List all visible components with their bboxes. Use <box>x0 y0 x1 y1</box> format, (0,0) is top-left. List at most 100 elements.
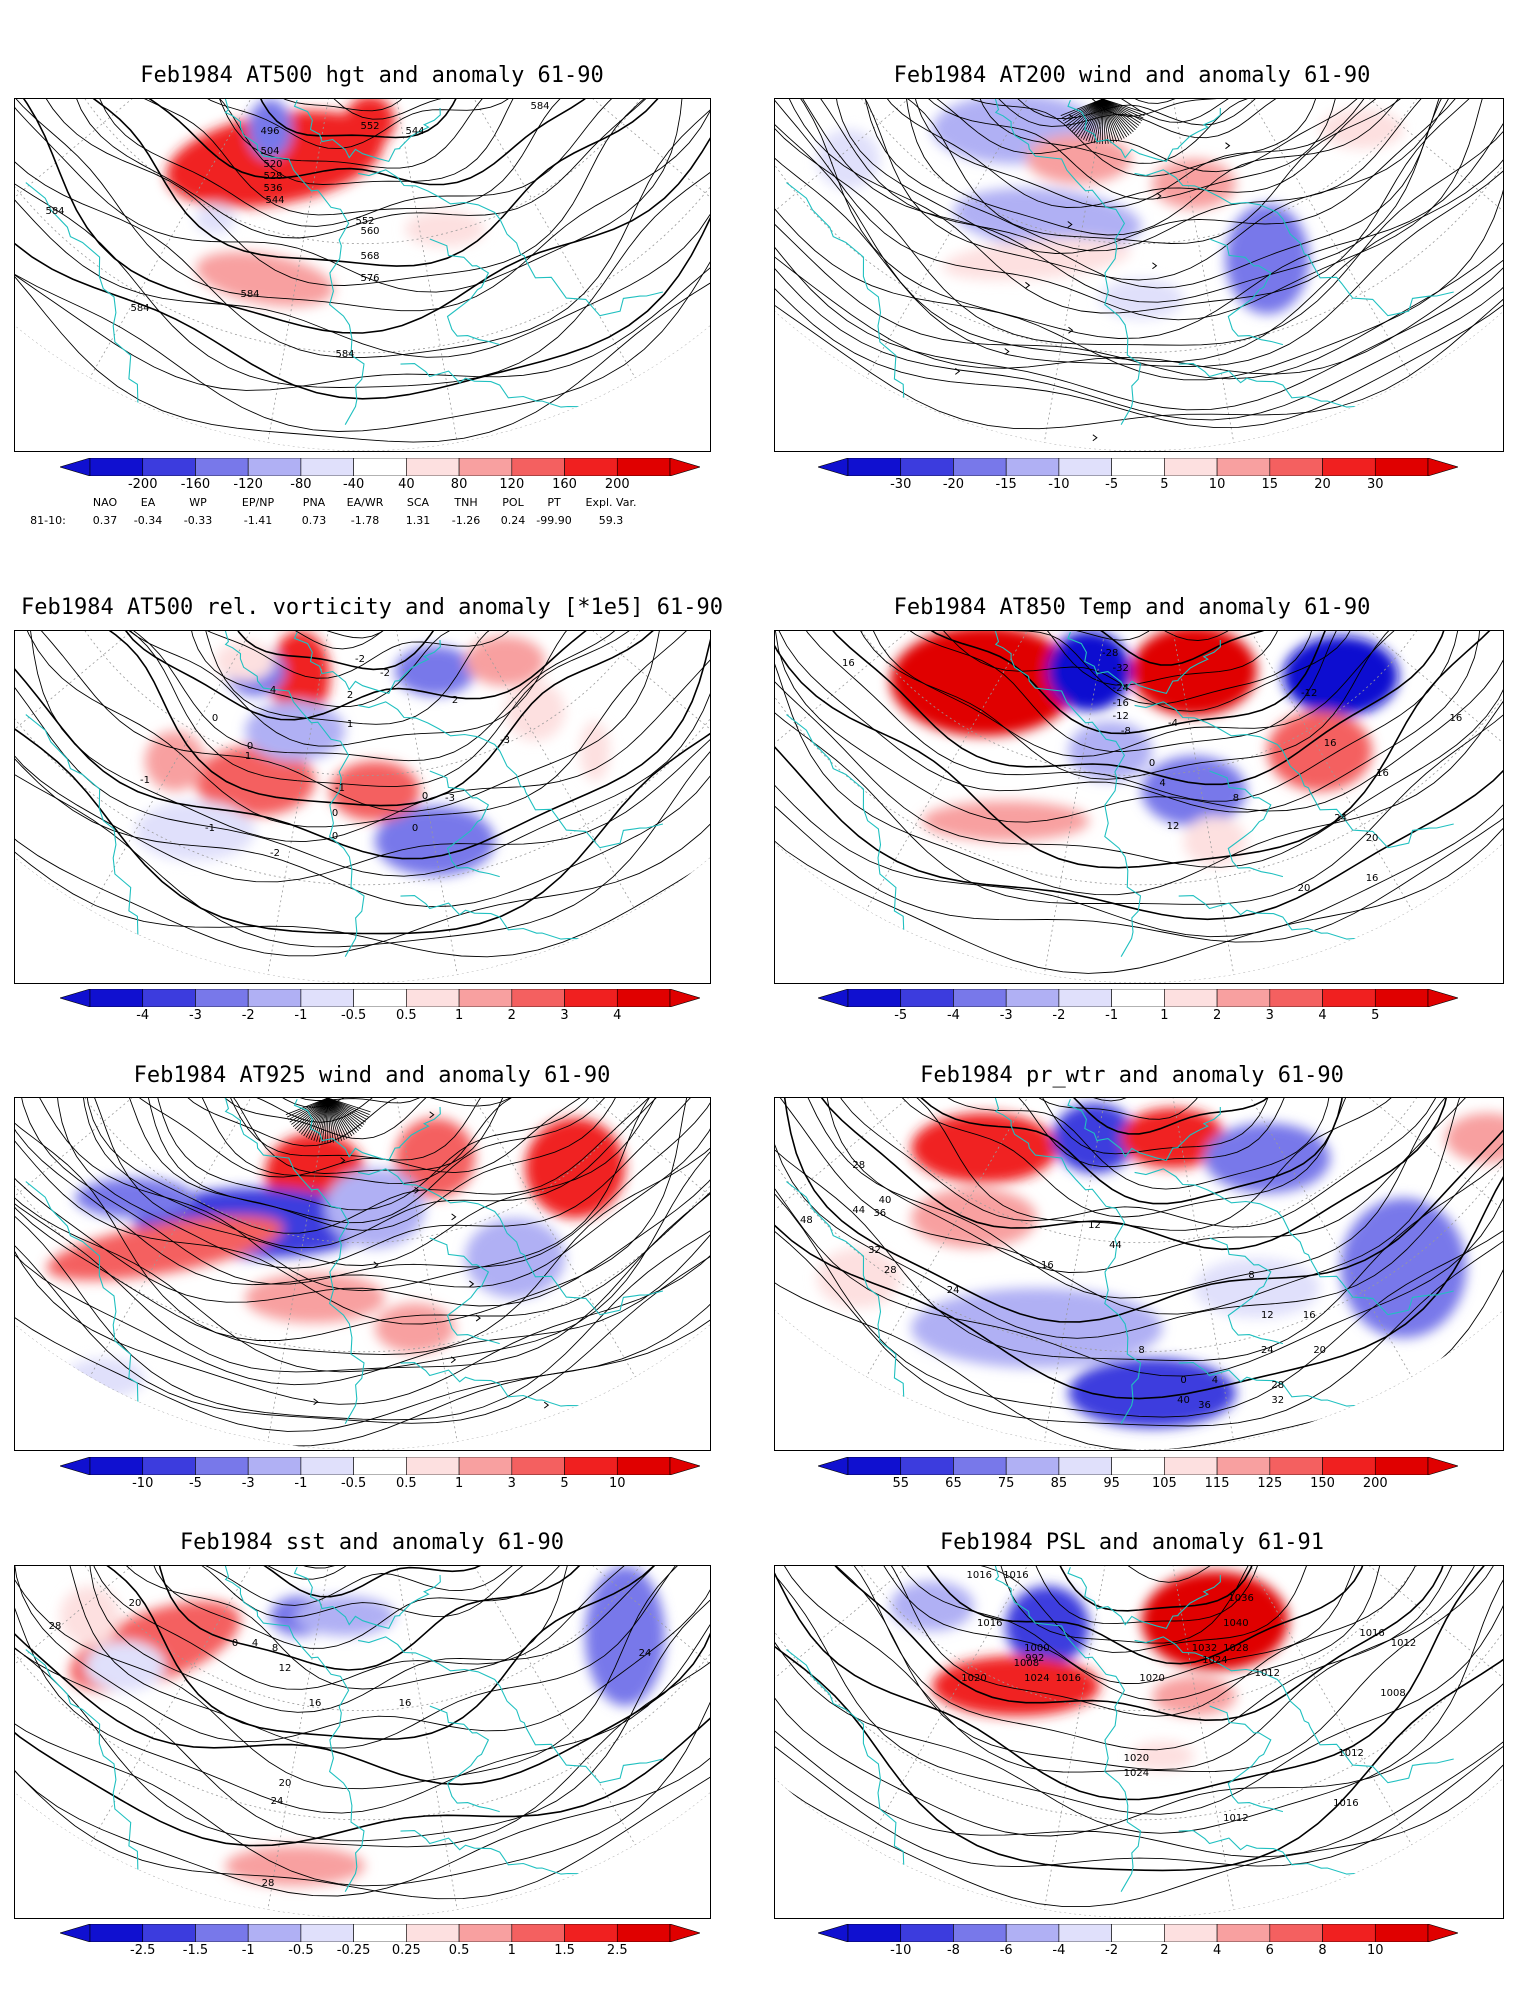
contour-line <box>775 631 1503 938</box>
contour-lines <box>15 1566 710 1900</box>
coastline <box>1209 1705 1284 1813</box>
anomaly-blob <box>1120 1108 1226 1168</box>
streamline <box>15 1098 710 1373</box>
colorbar-tick-label: -1.5 <box>182 1943 209 1958</box>
contour-label: 1012 <box>1391 1638 1416 1649</box>
contour-label: 0 <box>412 823 418 834</box>
contour-label: 536 <box>263 183 282 194</box>
contour-label: 28 <box>884 1265 897 1276</box>
panel-title: Feb1984 sst and anomaly 61-90 <box>179 1530 565 1555</box>
contour-line <box>38 1566 661 1690</box>
colorbar-swatches <box>58 1456 702 1476</box>
contour-line <box>28 631 709 788</box>
contour-line <box>807 1566 1453 1701</box>
colorbar-tick-label: 20 <box>1314 477 1331 492</box>
contour-label: 2 <box>452 695 458 706</box>
contour-line <box>775 1566 1503 1837</box>
contour-line <box>15 99 710 443</box>
index-value: -1.41 <box>243 514 273 527</box>
contour-label: 12 <box>1261 1310 1274 1321</box>
contour-line <box>841 631 1421 735</box>
contour-line <box>775 631 1503 896</box>
colorbar-extend-high <box>669 988 702 1008</box>
contour-line <box>15 631 710 828</box>
contour-label: 24 <box>1334 813 1347 824</box>
colorbar-swatch <box>300 1456 354 1476</box>
contour-label: 584 <box>335 349 354 360</box>
colorbar-swatch <box>564 1923 618 1943</box>
streamline <box>775 99 1503 428</box>
index-value: 0.24 <box>500 514 526 527</box>
colorbar-swatch <box>953 1923 1007 1943</box>
colorbar-swatch <box>1216 1456 1271 1476</box>
colorbar-tick-label: 1 <box>507 1943 516 1958</box>
panel-title: Feb1984 AT500 rel. vorticity and anomaly… <box>21 595 723 620</box>
contour-line <box>825 1566 1440 1684</box>
contour-label: -1 <box>205 823 215 834</box>
contour-line <box>775 1566 1503 1771</box>
colorbar-tick-label: -200 <box>127 477 158 492</box>
contour-line <box>880 1098 1388 1168</box>
colorbar-tick-label: -1 <box>294 1008 308 1023</box>
contour-label: 48 <box>800 1215 813 1226</box>
contour-line <box>140 99 589 139</box>
contour-line <box>823 1098 1447 1228</box>
coastline <box>786 182 919 417</box>
contour-line <box>140 631 604 679</box>
anomaly-blob <box>215 641 275 681</box>
streamline <box>97 1098 638 1185</box>
coastline <box>1178 1830 1384 1886</box>
colorbar-swatch <box>458 1456 513 1476</box>
colorbar-tick-label: 5 <box>1160 477 1169 492</box>
contour-label: 24 <box>271 1796 284 1807</box>
colorbar-tick-label: -2 <box>1052 1008 1066 1023</box>
colorbar-swatch <box>616 988 671 1008</box>
colorbar-swatches <box>58 988 702 1008</box>
flow-arrow <box>373 1261 379 1269</box>
colorbar-tick-label: 2 <box>1212 1008 1222 1023</box>
contour-label: 28 <box>852 1160 865 1171</box>
contour-line <box>775 1098 1503 1418</box>
streamline <box>775 99 1503 430</box>
colorbar-200wind: -30 -20 -15 -10 -5 5 10 15 20 30 <box>816 457 1460 494</box>
colorbar-tick-label: -2 <box>1105 1943 1119 1958</box>
coastline <box>1067 1098 1221 1162</box>
contour-line <box>15 1566 710 1814</box>
contour-label: -2 <box>355 654 365 665</box>
graticule <box>15 631 710 983</box>
anomaly-blob <box>65 1358 145 1398</box>
colorbar-tick-label: 115 <box>1204 1476 1230 1491</box>
coastline <box>293 1098 441 1162</box>
colorbar-tick-label: -5 <box>1105 477 1119 492</box>
contour-line <box>81 1566 668 1671</box>
colorbar-swatch <box>89 1456 144 1476</box>
contour-label: -28 <box>1102 648 1118 659</box>
contour-label: 1016 <box>1333 1798 1358 1809</box>
contour-label: 992 <box>1025 1653 1044 1664</box>
colorbar-swatch <box>458 457 513 477</box>
colorbar-tick-label: 1 <box>454 1476 464 1491</box>
index-value: 0.73 <box>301 514 327 527</box>
anomaly-shading <box>60 1566 665 1886</box>
colorbar-500vort: -4 -3 -2 -1 -0.5 0.5 1 2 3 4 <box>58 988 702 1025</box>
contour-line <box>775 1566 1503 1872</box>
colorbar-swatch <box>953 457 1007 477</box>
index-value: 0.37 <box>92 514 118 527</box>
colorbar-swatch <box>1269 457 1323 477</box>
colorbar-swatch <box>1216 457 1271 477</box>
contour-label: 1020 <box>1139 1673 1164 1684</box>
colorbar-tick-label: 200 <box>604 477 630 492</box>
colorbar-swatch <box>1269 988 1323 1008</box>
colorbar-850temp: -5 -4 -3 -2 -1 1 2 3 4 5 <box>816 988 1460 1025</box>
colorbar-swatch <box>564 457 618 477</box>
map-500vort: 0 0 0 0 1 -1 2 -2 -3 4 -2 1 -1 2 -3 0 -1 -2 0 <box>14 630 711 984</box>
colorbar-tick-label: -120 <box>233 477 263 492</box>
contour-line <box>775 1566 1503 1834</box>
coastlines <box>25 99 664 425</box>
contour-label: 4 <box>270 685 276 696</box>
anomaly-blob <box>135 801 255 861</box>
coastline <box>1178 363 1384 419</box>
colorbar-tick-label: 65 <box>945 1476 962 1491</box>
